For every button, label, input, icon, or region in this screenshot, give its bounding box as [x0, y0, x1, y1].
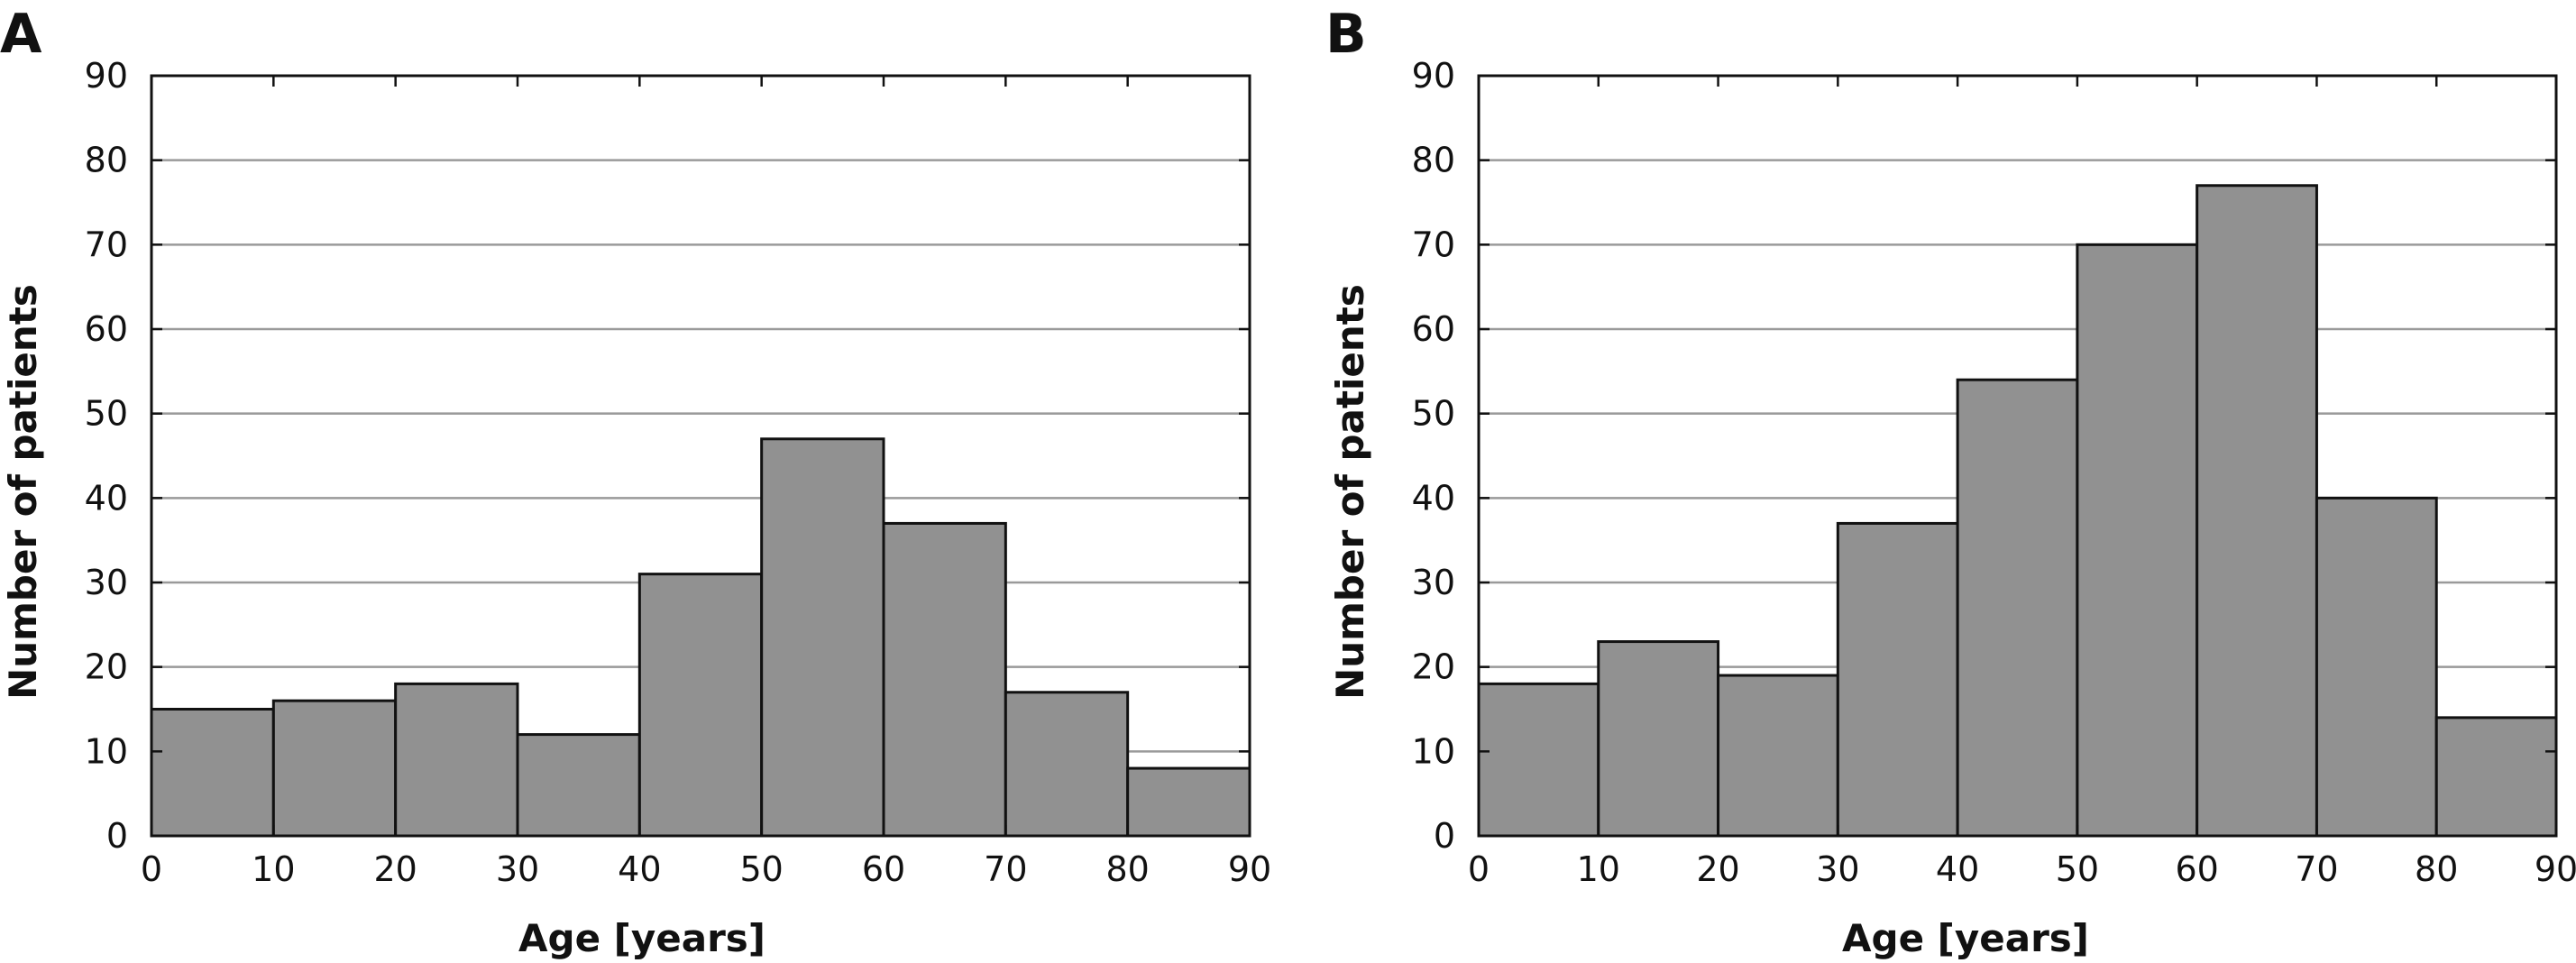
x-tick-label: 20 — [373, 849, 417, 889]
x-axis-title: Age [years] — [1842, 916, 2089, 960]
x-tick-label: 40 — [618, 849, 661, 889]
plot-frame — [150, 74, 1251, 838]
bar-70-80 — [1004, 691, 1130, 838]
bar-0-10 — [150, 708, 275, 838]
bar-80-90 — [1126, 766, 1251, 838]
bar-70-80 — [2315, 496, 2438, 838]
y-tick-label: 90 — [1412, 56, 1455, 96]
y-tick-label: 40 — [1412, 478, 1455, 518]
y-axis-title: Number of patients — [1, 284, 45, 700]
y-tick-label: 30 — [1412, 563, 1455, 602]
bar-60-70 — [882, 521, 1007, 838]
x-tick-label: 50 — [739, 849, 783, 889]
bar-10-20 — [1597, 640, 1720, 838]
panel-a: A 0 10 20 30 40 50 60 70 80 90 0 10 20 30 40 50 60 70 80 90 A… — [0, 3, 1271, 960]
x-tick-label: 80 — [2415, 849, 2458, 889]
bar-20-30 — [394, 682, 519, 838]
x-tick-label: 10 — [252, 849, 295, 889]
bar-40-50 — [1956, 378, 2079, 838]
bar-30-40 — [1836, 521, 1959, 838]
y-tick-label: 50 — [1412, 394, 1455, 434]
y-tick-label: 60 — [85, 309, 128, 349]
y-tick-label: 90 — [85, 56, 128, 96]
x-tick-label: 0 — [141, 849, 162, 889]
x-tick-label: 70 — [984, 849, 1027, 889]
y-tick-label: 10 — [85, 731, 128, 771]
panel-letter-a: A — [0, 3, 42, 66]
y-tick-label: 70 — [1412, 225, 1455, 264]
x-tick-label: 90 — [1228, 849, 1271, 889]
bar-50-60 — [760, 437, 885, 838]
bar-10-20 — [271, 699, 398, 838]
x-tick-label: 30 — [496, 849, 539, 889]
bar-80-90 — [2434, 716, 2558, 838]
y-tick-label: 50 — [85, 394, 128, 434]
x-tick-label: 80 — [1105, 849, 1149, 889]
x-tick-label: 70 — [2295, 849, 2338, 889]
y-tick-label: 20 — [85, 647, 128, 687]
panel-b: B 0 10 20 30 40 50 60 70 80 90 0 10 20 30 40 50 60 70 80 90 A… — [1325, 3, 2576, 960]
x-tick-label: 10 — [1577, 849, 1620, 889]
x-axis-title: Age [years] — [518, 916, 765, 960]
x-tick-label: 20 — [1696, 849, 1739, 889]
x-tick-label: 60 — [2175, 849, 2218, 889]
plot-frame — [1477, 74, 2558, 838]
y-tick-label: 80 — [1412, 141, 1455, 180]
y-tick-label: 70 — [85, 225, 128, 264]
y-tick-label: 40 — [85, 478, 128, 518]
bar-0-10 — [1477, 682, 1600, 838]
y-tick-label: 60 — [1412, 309, 1455, 349]
x-tick-label: 0 — [1468, 849, 1490, 889]
x-tick-label: 30 — [1816, 849, 1859, 889]
y-tick-label: 0 — [1434, 816, 1455, 856]
bar-60-70 — [2196, 184, 2318, 838]
y-tick-label: 80 — [85, 141, 128, 180]
bar-20-30 — [1717, 674, 1839, 838]
x-tick-label: 90 — [2535, 849, 2576, 889]
y-tick-label: 10 — [1412, 731, 1455, 771]
y-tick-label: 20 — [1412, 647, 1455, 687]
x-tick-label: 40 — [1936, 849, 1979, 889]
bar-30-40 — [516, 733, 641, 838]
y-tick-label: 30 — [85, 563, 128, 602]
bar-50-60 — [2076, 243, 2199, 838]
panel-letter-b: B — [1325, 3, 1367, 66]
y-axis-title: Number of patients — [1328, 284, 1372, 700]
y-tick-label: 0 — [106, 816, 128, 856]
bar-40-50 — [637, 573, 764, 838]
x-tick-label: 60 — [862, 849, 905, 889]
x-tick-label: 50 — [2056, 849, 2099, 889]
